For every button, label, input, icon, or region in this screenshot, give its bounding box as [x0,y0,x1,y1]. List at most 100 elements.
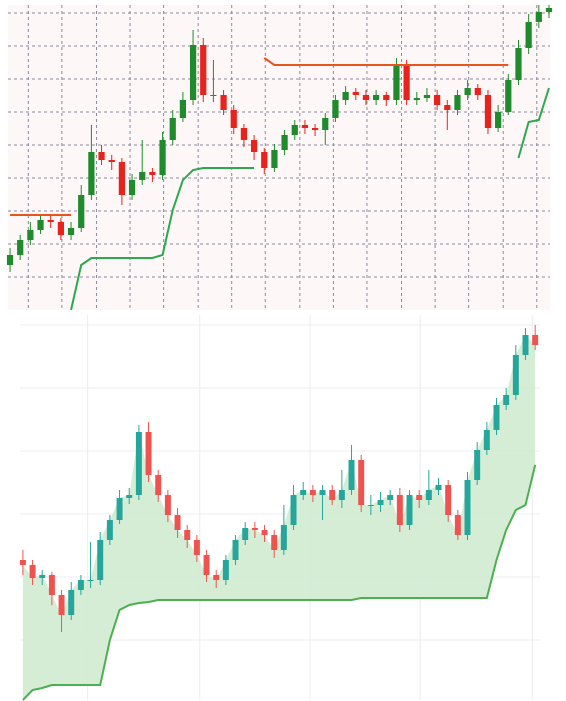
indicator-line [70,87,550,311]
candle-body [352,92,359,95]
candle-body [423,95,431,98]
candle-body [98,152,105,160]
candle-body [532,335,539,345]
candle-body [271,535,278,550]
candle-body [242,528,249,540]
candle-body [512,355,519,395]
candle-body [200,45,207,95]
candle-body [271,150,278,168]
candle-body [164,495,171,515]
candle-body [454,95,461,110]
candle-body [222,560,229,580]
candle-body [169,118,176,140]
candle-body [474,88,481,95]
candle-body [311,128,319,130]
candle-body [39,575,46,578]
candle-body [126,495,133,498]
candle-body [145,432,152,475]
candle-body [116,498,123,520]
candle-body [484,95,492,128]
candle-body [300,490,307,495]
candle-body [47,220,54,222]
candle-body [464,88,471,95]
candle-body [174,515,181,530]
candle-body [193,540,200,555]
candle-body [291,125,298,135]
candle-body [135,432,142,495]
candle-body [403,65,410,100]
candle-body [416,495,423,500]
candle-body [464,480,471,535]
candle-body [159,140,166,175]
candle-body [203,555,210,575]
candle-body [27,230,34,240]
candle-body [108,160,115,162]
candle-body [367,505,374,506]
candle-body [393,65,400,100]
candle-body [515,48,522,80]
candle-body [332,100,339,118]
candle-body [240,128,248,140]
candle-body [128,180,136,195]
candle-body [261,530,268,535]
candle-body [413,98,420,100]
candle-body [58,595,65,615]
candle-body [149,172,156,175]
candle-body [338,490,345,500]
candle-body [425,490,432,500]
candle-body [37,220,44,230]
candle-body [118,162,126,195]
candle-body [68,590,75,615]
candle-body [435,485,442,490]
candle-body [280,525,287,550]
candle-body [155,475,162,495]
candle-body [261,152,268,168]
candle-body [493,405,500,430]
candle-body [232,540,239,560]
candle-body [503,395,510,405]
candle-body [474,450,481,480]
candle-body [342,92,349,100]
plot-background [8,5,550,310]
candle-body [406,495,413,525]
candle-body [281,135,288,150]
candle-body [495,112,502,128]
candle-body [535,12,542,22]
candle-body [250,140,258,152]
candle-body [88,152,95,195]
candle-body [251,528,258,530]
candle-body [67,228,75,235]
candle-body [348,460,355,490]
candle-body [329,490,336,500]
candle-body [396,495,403,525]
candle-body [377,500,384,505]
candle-body [322,118,329,130]
candle-body [383,95,390,100]
candle-body [434,95,441,105]
candle-body [319,490,326,495]
candle-body [309,490,316,495]
candle-body [17,240,24,255]
candle-body [213,575,220,580]
candle-body [387,495,394,500]
candle-body [57,222,64,235]
candle-body [29,565,36,578]
candle-body [545,8,553,12]
candle-body [48,575,55,595]
candle-body [445,485,452,515]
candle-body [78,195,85,228]
candle-body [358,460,365,505]
candle-body [230,110,237,128]
indicator-line [22,464,537,701]
candle-body [525,22,532,48]
candle-body [184,530,191,540]
candle-body [444,105,451,110]
candle-body [505,80,512,112]
indicator-line [10,57,509,216]
candle-body [97,540,104,580]
candle-body [139,172,146,180]
candle-body [210,95,217,96]
candle-body [106,520,113,540]
candle-body [189,45,197,100]
